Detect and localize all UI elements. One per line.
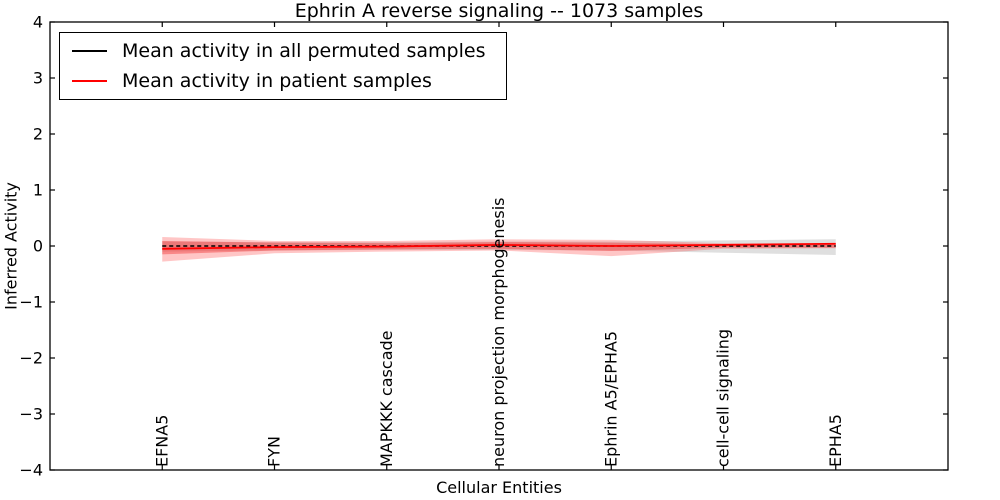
chart-title: Ephrin A reverse signaling -- 1073 sampl… <box>294 0 704 22</box>
x-tick-label: MAPKKK cascade <box>377 331 396 468</box>
y-tick-label: −1 <box>19 293 43 312</box>
y-tick-label: 2 <box>33 125 43 144</box>
legend-label-permuted: Mean activity in all permuted samples <box>122 40 486 62</box>
y-tick-label: −3 <box>19 405 43 424</box>
y-tick-label: 3 <box>33 69 43 88</box>
x-tick-label: FYN <box>265 436 284 467</box>
band-patient-std-band-outer <box>162 237 836 262</box>
legend-item-patient: Mean activity in patient samples <box>60 66 506 96</box>
y-tick-label: 4 <box>33 13 43 32</box>
legend-line-permuted <box>72 50 107 52</box>
y-axis-label: Inferred Activity <box>1 182 21 310</box>
y-tick-label: 1 <box>33 181 43 200</box>
band-permuted-std-band <box>162 239 836 255</box>
x-axis-label: Cellular Entities <box>436 478 562 497</box>
y-tick-label: −4 <box>19 461 43 480</box>
x-tick-label: cell-cell signaling <box>714 329 733 467</box>
band-patient-std-band-inner <box>162 240 836 255</box>
y-tick-label: 0 <box>33 237 43 256</box>
x-tick-label: neuron projection morphogenesis <box>489 198 508 468</box>
legend-line-patient <box>72 80 107 82</box>
legend-label-patient: Mean activity in patient samples <box>122 70 432 92</box>
legend: Mean activity in all permuted samples Me… <box>59 32 507 100</box>
legend-item-permuted: Mean activity in all permuted samples <box>60 36 506 66</box>
y-tick-label: −2 <box>19 349 43 368</box>
x-tick-label: Ephrin A5/EPHA5 <box>601 331 620 467</box>
x-tick-label: EPHA5 <box>826 414 845 467</box>
x-tick-label: EFNA5 <box>152 415 171 467</box>
series-line-patient-mean <box>162 242 836 250</box>
